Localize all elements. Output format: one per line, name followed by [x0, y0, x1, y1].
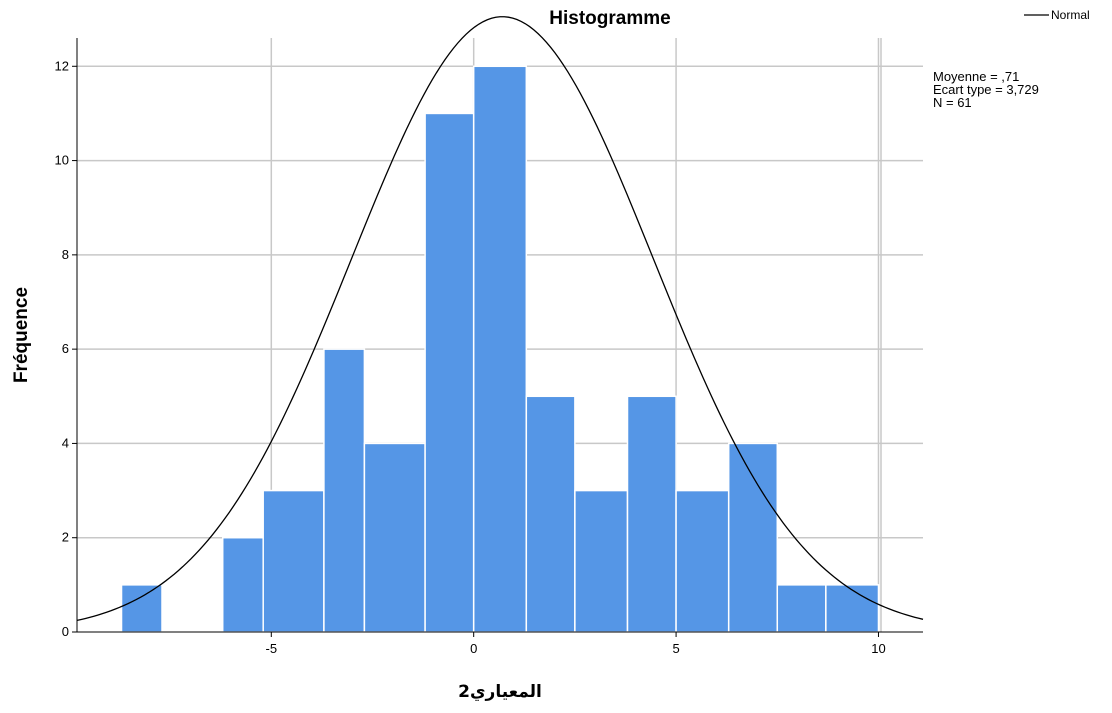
x-tick-label: 5: [672, 641, 679, 656]
histogram-bar: [825, 584, 880, 633]
legend: Normal: [1024, 8, 1090, 22]
histogram-bar: [363, 442, 426, 633]
chart-title: Histogramme: [549, 8, 670, 29]
y-tick-labels: 0 2 4 6 8 10 12: [55, 58, 77, 639]
histogram-bar: [323, 348, 366, 633]
x-tick-label: -5: [266, 641, 278, 656]
stats-sd: Ecart type = 3,729: [933, 82, 1039, 97]
x-tick-labels: -5 0 5 10: [266, 632, 886, 656]
stats-n: N = 61: [933, 95, 972, 110]
y-axis-label: Fréquence: [11, 287, 32, 383]
stats-mean: Moyenne = ,71: [933, 69, 1019, 84]
histogram-bar: [574, 489, 629, 633]
y-tick-label: 2: [62, 530, 69, 545]
histogram-bar: [424, 112, 475, 633]
histogram-bar: [120, 584, 163, 633]
y-tick-label: 12: [55, 58, 69, 73]
axes: [76, 38, 923, 633]
histogram-bar: [525, 395, 576, 633]
normal-curve-group: [76, 16, 924, 622]
histogram-bar: [675, 489, 730, 633]
y-tick-label: 6: [62, 341, 69, 356]
y-tick-label: 8: [62, 247, 69, 262]
x-tick-label: 10: [871, 641, 885, 656]
legend-label: Normal: [1051, 8, 1090, 22]
y-tick-label: 10: [55, 153, 69, 168]
histogram-bar: [776, 584, 827, 633]
histogram-bar: [727, 442, 779, 633]
stats-box: Moyenne = ,71 Ecart type = 3,729 N = 61: [933, 69, 1039, 110]
y-tick-label: 0: [62, 624, 69, 639]
x-tick-label: 0: [470, 641, 477, 656]
normal-curve: [76, 16, 924, 622]
histogram-bars: [120, 65, 880, 633]
histogram-bar: [262, 489, 325, 633]
y-tick-label: 4: [62, 435, 69, 450]
x-axis-label: المعياري2: [458, 682, 542, 702]
histogram-bar: [626, 395, 677, 633]
histogram-bar: [472, 65, 528, 633]
